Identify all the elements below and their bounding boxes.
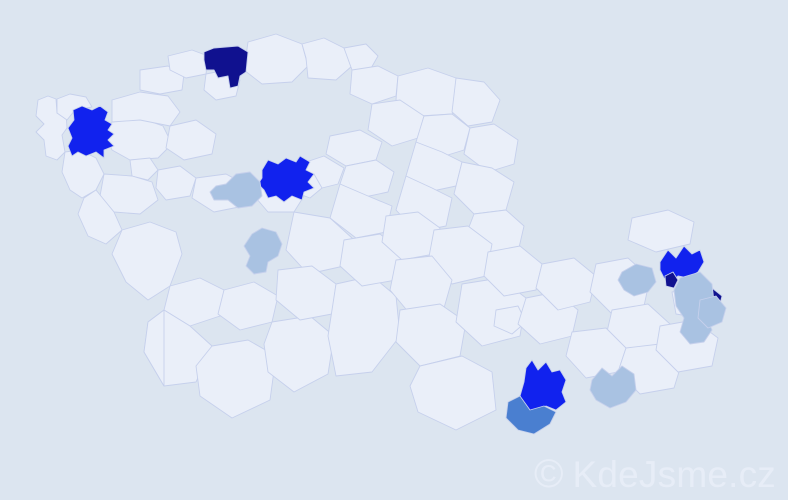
district-plzen-mesto[interactable] xyxy=(129,157,159,181)
district-rokycany[interactable] xyxy=(155,165,197,201)
district-layer-base xyxy=(35,33,719,431)
district-semily[interactable] xyxy=(349,65,399,105)
district-pribram-highlight[interactable] xyxy=(243,227,283,275)
district-louny[interactable] xyxy=(111,91,181,127)
district-pisek[interactable] xyxy=(217,281,279,331)
district-tabor[interactable] xyxy=(275,265,337,321)
district-usti-nad-orlici[interactable] xyxy=(453,161,515,215)
district-jablonec[interactable] xyxy=(343,43,379,71)
district-kladno-highlight[interactable] xyxy=(209,171,263,209)
district-sumperk-highlight[interactable] xyxy=(617,263,657,297)
district-mlada-boleslav-highlight[interactable] xyxy=(257,155,315,203)
district-cesky-krumlov[interactable] xyxy=(195,339,277,419)
district-brno-mesto[interactable] xyxy=(493,305,527,335)
district-rychnov[interactable] xyxy=(463,123,519,173)
district-frydek-mistek-highlight[interactable] xyxy=(697,295,727,329)
district-znojmo[interactable] xyxy=(409,355,497,431)
district-prostejov[interactable] xyxy=(535,257,597,311)
district-blansko[interactable] xyxy=(483,245,543,297)
district-layer-highlight xyxy=(67,45,727,435)
district-ceske-budejovice[interactable] xyxy=(263,315,335,393)
district-breclav-highlight[interactable] xyxy=(505,395,557,435)
district-rakovnik[interactable] xyxy=(165,119,217,161)
district-liberec[interactable] xyxy=(301,37,353,81)
district-uherske-hradiste-highlight[interactable] xyxy=(589,365,637,409)
district-jesenik[interactable] xyxy=(627,209,695,253)
district-ceska-lipa[interactable] xyxy=(243,33,309,85)
district-karlovy-vary-highlight[interactable] xyxy=(67,105,115,159)
district-nachod[interactable] xyxy=(451,77,501,127)
district-decin-highlight[interactable] xyxy=(203,45,249,89)
district-opava-exclave[interactable] xyxy=(664,271,679,289)
district-jindrichuv-hradec[interactable] xyxy=(327,275,401,377)
district-novy-jicin-highlight[interactable] xyxy=(673,271,715,345)
district-sw-border-a[interactable] xyxy=(143,309,165,387)
district-most[interactable] xyxy=(139,65,185,95)
district-domazlice[interactable] xyxy=(77,189,123,245)
district-trebic[interactable] xyxy=(395,303,467,367)
district-tachov[interactable] xyxy=(61,149,105,199)
